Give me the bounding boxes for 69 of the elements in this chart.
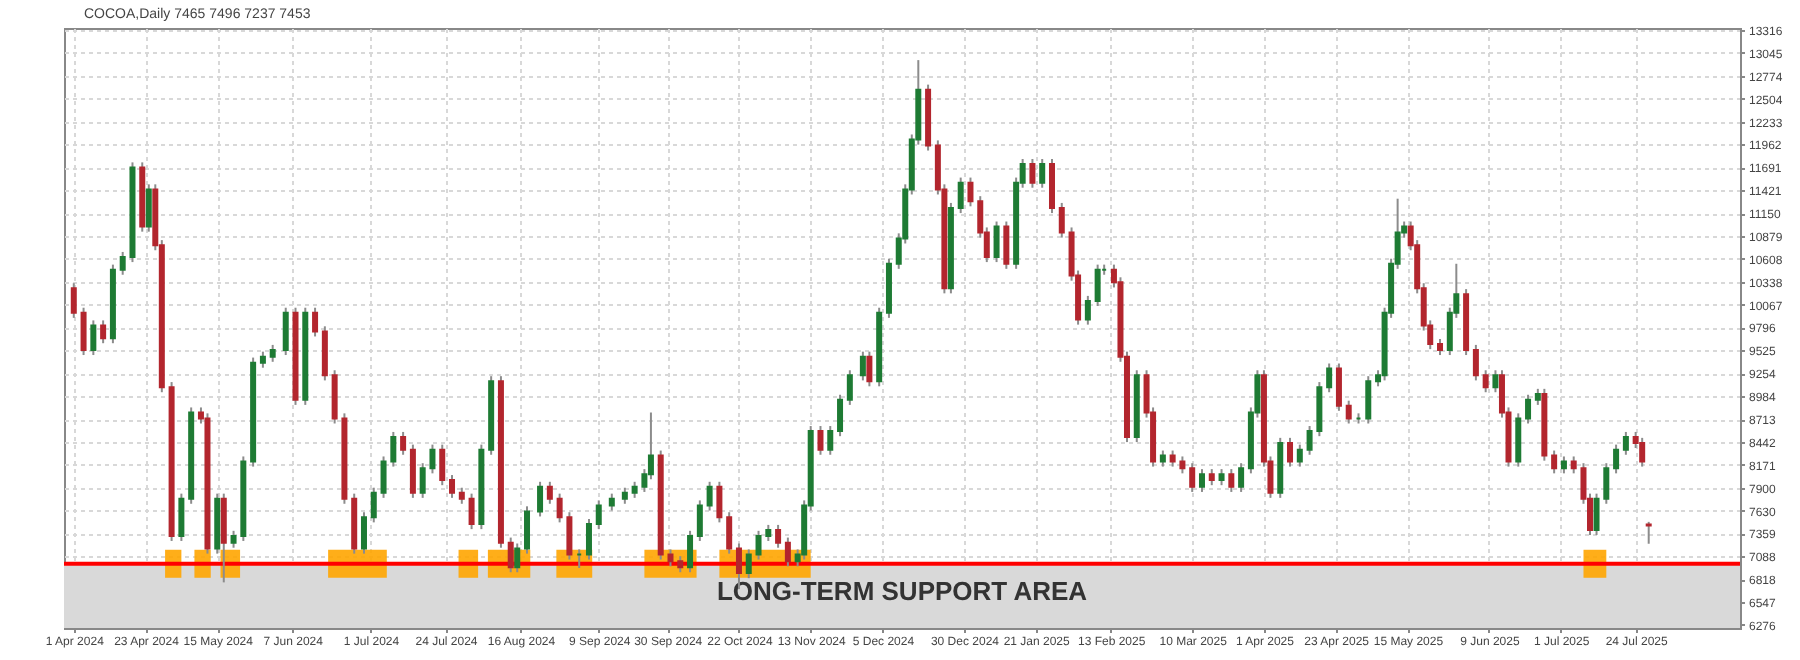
candlestick: [1472, 343, 1479, 382]
candlestick: [1551, 449, 1558, 475]
candlestick: [967, 176, 974, 208]
candlestick: [80, 306, 87, 357]
candlestick: [439, 443, 446, 487]
candlestick: [100, 319, 107, 345]
candlestick: [745, 548, 752, 580]
candlestick: [1622, 430, 1629, 456]
candlestick: [1029, 157, 1036, 189]
candlestick: [1198, 468, 1205, 493]
candlestick: [784, 536, 791, 568]
candlestick: [409, 443, 416, 499]
candlestick: [1084, 294, 1091, 326]
candlestick: [837, 393, 844, 438]
candlestick: [507, 536, 514, 574]
candlestick: [220, 492, 227, 584]
candlestick: [1645, 520, 1652, 545]
candlestick: [595, 499, 602, 531]
candlestick: [1228, 468, 1235, 493]
candlestick: [1189, 462, 1196, 493]
candlestick: [1003, 220, 1010, 270]
candlestick: [859, 350, 866, 382]
candlestick: [1639, 436, 1646, 468]
candlestick: [1039, 157, 1046, 189]
candlestick: [1058, 201, 1065, 239]
candlestick: [1365, 375, 1372, 425]
candlestick: [370, 486, 377, 524]
candlestick: [178, 492, 185, 542]
candlestick: [1335, 362, 1342, 412]
candlestick: [70, 282, 77, 319]
candlestick: [524, 505, 531, 555]
band-label: LONG-TERM SUPPORT AREA: [716, 575, 1089, 606]
candlestick: [546, 480, 553, 505]
candlestick: [846, 369, 853, 406]
candlestick: [706, 480, 713, 512]
candlestick: [449, 474, 456, 499]
candlestick: [514, 542, 521, 574]
candlestick: [312, 306, 319, 338]
candlestick: [726, 511, 733, 555]
candlestick: [1296, 443, 1303, 468]
candlestick: [90, 319, 97, 357]
candlestick: [1613, 443, 1620, 475]
candlestick: [716, 480, 723, 524]
candlestick: [1238, 462, 1245, 493]
candlestick: [585, 517, 592, 561]
candlestick: [817, 425, 824, 456]
candlestick: [1482, 369, 1489, 394]
candlestick: [145, 183, 152, 233]
candlestick: [282, 306, 289, 357]
candlestick: [321, 325, 328, 382]
candlestick: [1287, 436, 1294, 468]
candlestick: [1326, 362, 1333, 394]
candlestick: [1345, 399, 1352, 425]
candlestick: [866, 350, 873, 388]
candlestick: [993, 220, 1000, 264]
candlestick: [537, 480, 544, 518]
candlestick: [1048, 157, 1055, 215]
candlestick: [360, 511, 367, 555]
candlestick: [468, 492, 475, 531]
candlestick: [775, 523, 782, 549]
candlestick: [1492, 369, 1499, 394]
candlestick: [1525, 393, 1532, 425]
candlestick: [1515, 412, 1522, 468]
candlestick: [400, 430, 407, 456]
candlestick: [687, 529, 694, 574]
candlestick: [827, 425, 834, 456]
candlestick: [957, 176, 964, 215]
candlestick: [696, 499, 703, 542]
candlestick: [1094, 263, 1101, 308]
